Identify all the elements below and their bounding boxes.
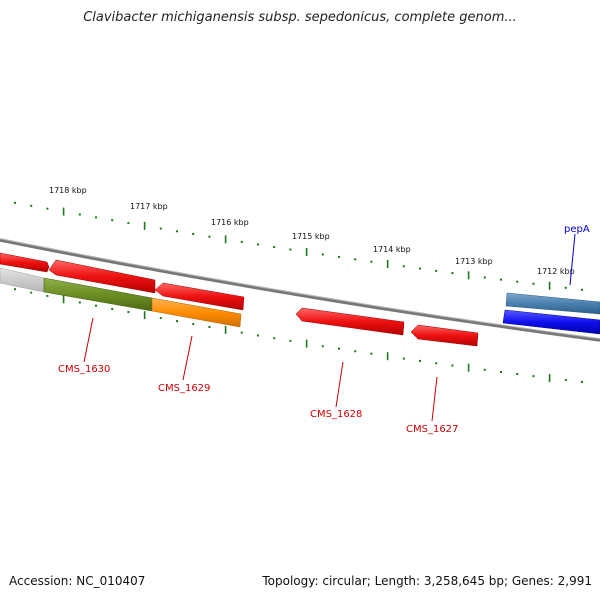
- gene-feature-red-cms1627[interactable]: [410, 324, 479, 347]
- label-line-pepa: [569, 233, 576, 286]
- gene-feature-red[interactable]: [154, 282, 245, 311]
- gene-label-cms1627[interactable]: CMS_1627: [406, 424, 458, 435]
- inner-tick-marks: [14, 288, 583, 383]
- kbp-label-1715: 1715 kbp: [292, 232, 330, 241]
- gene-label-cms1628[interactable]: CMS_1628: [310, 409, 362, 420]
- accession-label: Accession: NC_010407: [9, 574, 146, 588]
- gene-feature-red[interactable]: [48, 259, 156, 294]
- map-title: Clavibacter michiganensis subsp. sepedon…: [83, 10, 517, 25]
- gene-feature-orange-cms1629[interactable]: [151, 297, 242, 328]
- kbp-label-1718: 1718 kbp: [49, 186, 87, 195]
- gene-feature-steel-blue[interactable]: [505, 292, 600, 315]
- kbp-label-1716: 1716 kbp: [211, 218, 249, 227]
- genome-backbone-highlight: [0, 238, 600, 340]
- kbp-label-1714: 1714 kbp: [373, 245, 411, 254]
- gene-feature-gray[interactable]: [0, 267, 45, 293]
- label-line-cms1627: [431, 376, 438, 422]
- kbp-label-1712: 1712 kbp: [537, 267, 575, 276]
- genome-backbone: [0, 238, 600, 342]
- outer-tick-marks: [14, 201, 583, 291]
- gene-feature-red-cms1628[interactable]: [295, 307, 405, 336]
- gene-label-cms1630[interactable]: CMS_1630: [58, 364, 110, 375]
- gene-label-cms1629[interactable]: CMS_1629: [158, 383, 210, 394]
- label-line-cms1629: [182, 335, 193, 381]
- gene-feature-red[interactable]: [0, 252, 50, 273]
- label-line-cms1630: [83, 317, 94, 363]
- kbp-label-1717: 1717 kbp: [130, 202, 168, 211]
- kbp-label-1713: 1713 kbp: [455, 257, 493, 266]
- gene-label-pepa[interactable]: pepA: [564, 224, 590, 235]
- gene-feature-blue-pepa[interactable]: [502, 309, 600, 335]
- label-line-cms1628: [335, 361, 344, 408]
- genome-summary: Topology: circular; Length: 3,258,645 bp…: [262, 574, 592, 588]
